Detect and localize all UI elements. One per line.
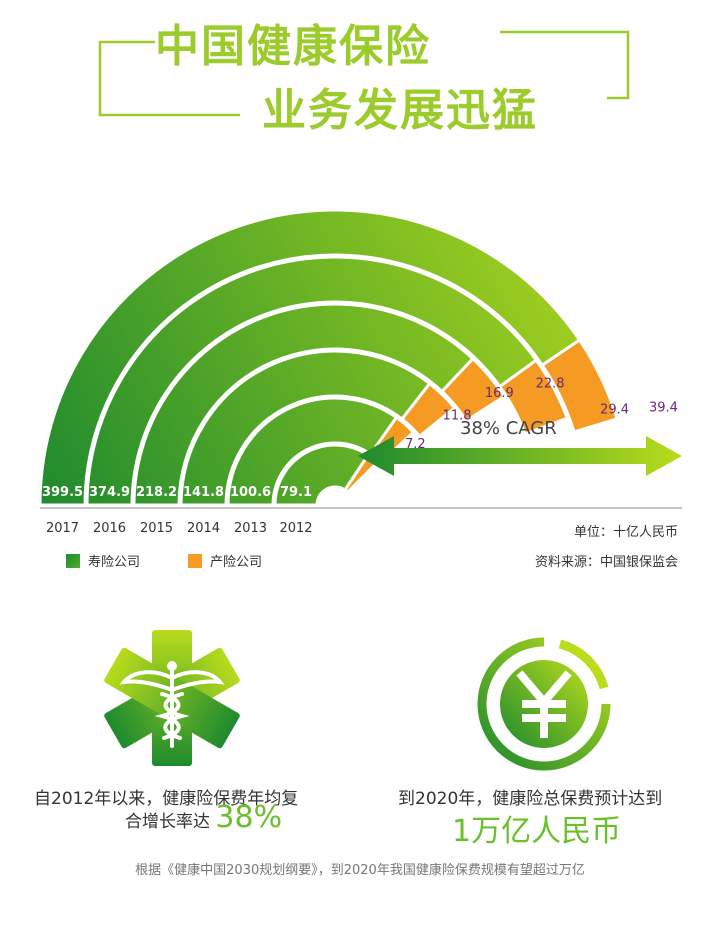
legend-life: 寿险公司 [66, 551, 140, 570]
cagr-label: 38% CAGR [460, 418, 557, 439]
right-caption-highlight: 1万亿人民币 [452, 814, 622, 849]
year-label-2012: 2012 [279, 521, 312, 536]
yuan-coin-icon [476, 636, 612, 776]
title-line-1: 中国健康保险 [155, 21, 431, 72]
year-label-2013: 2013 [234, 521, 267, 536]
left-caption-line2: 合增长率达 38% [125, 800, 282, 835]
legend-property-label: 产险公司 [210, 555, 263, 570]
label-property-2014: 16.9 [485, 386, 514, 401]
year-label-2017: 2017 [46, 521, 79, 536]
year-label-2014: 2014 [187, 521, 220, 536]
right-caption-line1: 到2020年，健康险总保费预计达到 [398, 789, 663, 809]
bar-life-2012 [273, 443, 371, 507]
radial-bar-chart: 399.5 39.4 374.9 29.4 218.2 22.8 141.8 16.9 100.… [38, 208, 682, 536]
left-caption-line1: 自2012年以来，健康险保费年均复 [34, 789, 299, 809]
legend-life-label: 寿险公司 [88, 555, 141, 570]
label-property-2013: 11.8 [443, 408, 472, 423]
bar-property-2014 [399, 381, 457, 439]
source-note: 资料来源：中国银保监会 [534, 555, 678, 570]
bar-property-2015 [439, 356, 507, 423]
label-property-2017: 39.4 [649, 400, 678, 415]
label-property-2015: 22.8 [536, 377, 565, 392]
title-line-2: 业务发展迅猛 [262, 85, 538, 136]
label-life-2014: 141.8 [183, 485, 224, 500]
label-life-2015: 218.2 [136, 485, 177, 500]
label-life-2012: 79.1 [280, 485, 312, 500]
year-label-2016: 2016 [93, 521, 126, 536]
bar-life-2015 [132, 302, 475, 507]
right-caption-line2: 1万亿人民币 [452, 806, 621, 850]
label-life-2017: 399.5 [42, 485, 83, 500]
medical-caduceus-icon [102, 628, 242, 772]
label-life-2016: 374.9 [89, 485, 130, 500]
bar-property-2016 [497, 358, 570, 436]
left-caption-highlight: 38% [215, 800, 283, 835]
legend-life-swatch [66, 553, 80, 568]
legend-property-swatch [188, 553, 202, 568]
bar-property-2017 [540, 337, 619, 434]
label-life-2013: 100.6 [230, 485, 271, 500]
label-property-2016: 29.4 [600, 402, 629, 417]
title-frame: 中国健康保险 业务发展迅猛 [0, 0, 720, 140]
year-label-2015: 2015 [140, 521, 173, 536]
bar-life-2014 [179, 349, 432, 507]
legend-property: 产险公司 [188, 551, 262, 570]
footnote: 根据《健康中国2030规划纲要》，到2020年我国健康险保费规模有望超过万亿 [135, 863, 585, 878]
unit-note: 单位：十亿人民币 [573, 525, 678, 540]
title-bracket [98, 30, 630, 117]
cagr-arrow [358, 436, 682, 476]
bar-life-2013 [226, 396, 399, 507]
left-caption-prefix: 合增长率达 [125, 812, 210, 832]
